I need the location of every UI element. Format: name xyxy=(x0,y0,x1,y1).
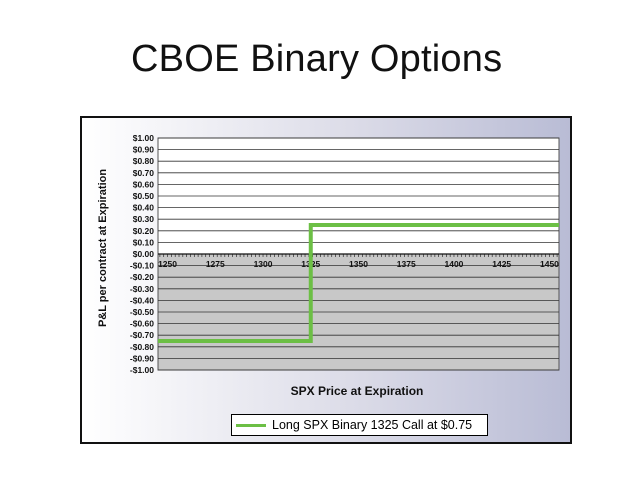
x-tick-label: 1300 xyxy=(254,259,273,269)
y-tick-label: -$0.40 xyxy=(130,295,154,305)
x-axis-label: SPX Price at Expiration xyxy=(291,384,424,398)
x-tick-label: 1450 xyxy=(540,259,559,269)
slide-title: CBOE Binary Options xyxy=(131,38,503,80)
y-tick-label: -$0.90 xyxy=(130,353,154,363)
y-tick-label: $0.90 xyxy=(133,145,155,155)
x-tick-label: 1275 xyxy=(206,259,225,269)
y-tick-label: -$1.00 xyxy=(130,365,154,375)
x-tick-label: 1350 xyxy=(349,259,368,269)
chart-legend: Long SPX Binary 1325 Call at $0.75 xyxy=(231,414,488,436)
chart-frame: $1.00 $0.90 $0.80 $0.70 $0.60 $0.50 $0.40 $0.30… xyxy=(80,116,572,444)
y-tick-label: -$0.50 xyxy=(130,307,154,317)
payoff-line xyxy=(158,223,559,343)
legend-label: Long SPX Binary 1325 Call at $0.75 xyxy=(272,418,473,432)
y-tick-label: $0.50 xyxy=(133,191,155,201)
binary-option-chart: $1.00 $0.90$0.80 $0.70$0.60 $0.50 $0.40$0.30… xyxy=(97,133,560,398)
y-tick-label: $0.80 xyxy=(133,156,155,166)
x-tick-label: 1375 xyxy=(397,259,416,269)
y-tick-label: -$0.70 xyxy=(130,330,154,340)
y-tick-label: $0.60 xyxy=(133,179,155,189)
y-tick-label: $0.40 xyxy=(133,203,155,213)
y-tick-label: $0.70 xyxy=(133,168,155,178)
y-tick-label: $1.00 xyxy=(133,133,155,143)
x-tick-label: 1250 xyxy=(158,259,177,269)
y-tick-label: $0.10 xyxy=(133,237,155,247)
y-tick-label: -$0.20 xyxy=(130,272,154,282)
y-tick-label: $0.30 xyxy=(133,214,155,224)
y-tick-label: $0.00 xyxy=(133,249,155,259)
x-tick-label: 1400 xyxy=(445,259,464,269)
y-axis-label: P&L per contract at Expiration xyxy=(97,169,109,327)
x-tick-label: 1425 xyxy=(492,259,511,269)
legend-swatch xyxy=(236,423,266,427)
y-tick-label: -$0.10 xyxy=(130,261,154,271)
y-tick-label: -$0.80 xyxy=(130,342,154,352)
y-tick-label: $0.20 xyxy=(133,226,155,236)
y-tick-label: -$0.60 xyxy=(130,319,154,329)
y-tick-label: -$0.30 xyxy=(130,284,154,294)
